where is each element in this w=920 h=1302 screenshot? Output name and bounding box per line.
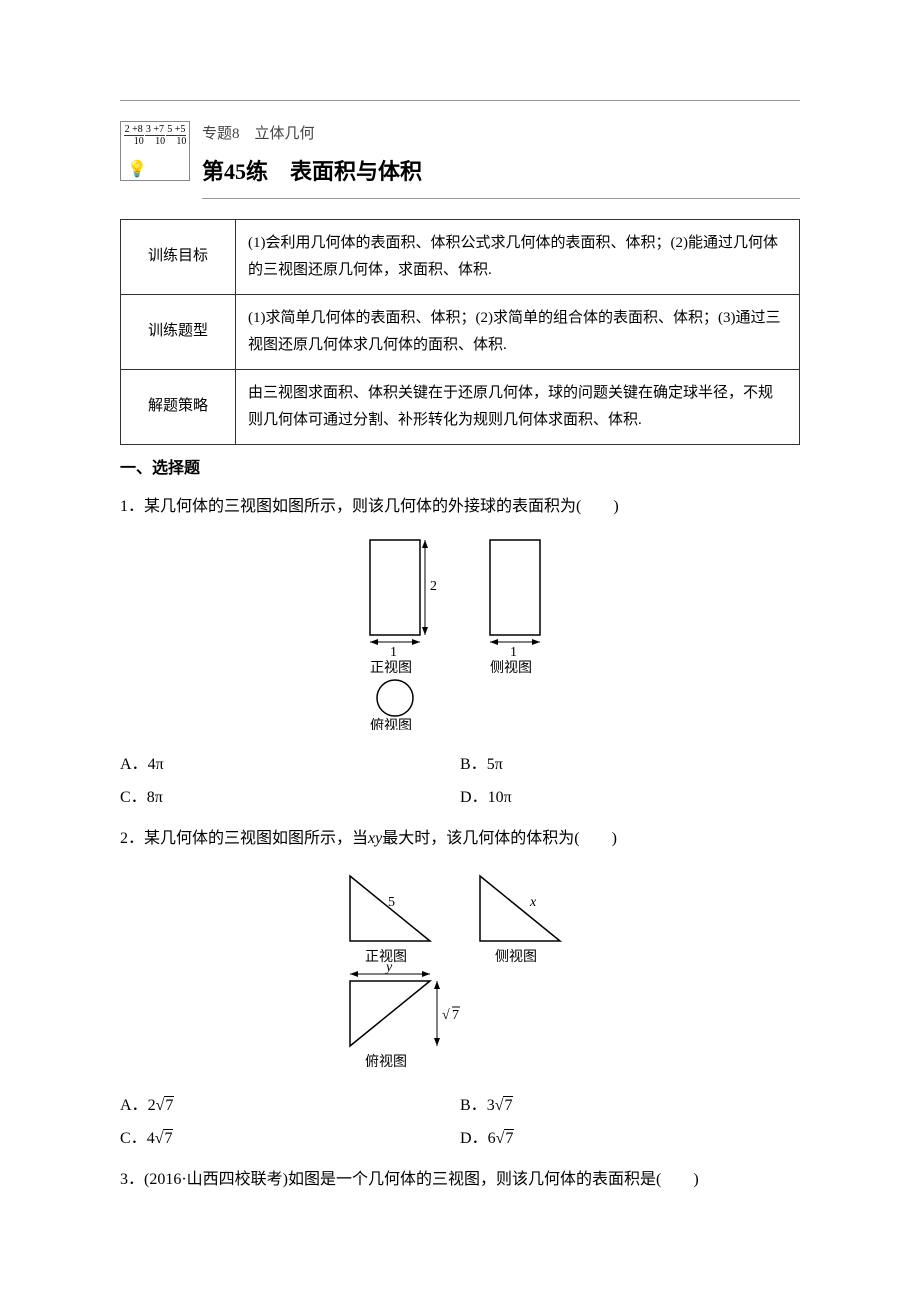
icon-col1-top: 2 +8 xyxy=(124,124,144,136)
svg-text:7: 7 xyxy=(452,1008,459,1023)
q1-options: A．4π B．5π C．8π D．10π xyxy=(120,749,800,815)
q2-stem-a: 某几何体的三视图如图所示，当 xyxy=(144,830,368,847)
svg-text:1: 1 xyxy=(510,645,517,660)
svg-text:俯视图: 俯视图 xyxy=(370,718,412,730)
q1-opt-a: A．4π xyxy=(120,749,460,782)
header-title: 第45练 表面积与体积 xyxy=(202,152,800,199)
meta-label: 解题策略 xyxy=(121,369,236,444)
icon-col3-bot: 10 xyxy=(166,136,186,147)
header-text: 专题8 立体几何 第45练 表面积与体积 xyxy=(202,121,800,199)
icon-col1-bot: 10 xyxy=(124,136,144,147)
table-row: 训练题型 (1)求简单几何体的表面积、体积；(2)求简单的组合体的表面积、体积；… xyxy=(121,294,800,369)
q2-options: A．2√7 B．3√7 C．4√7 D．6√7 xyxy=(120,1090,800,1156)
header-subtitle: 专题8 立体几何 xyxy=(202,121,800,148)
meta-label: 训练目标 xyxy=(121,219,236,294)
q2-var: xy xyxy=(368,830,382,847)
meta-table: 训练目标 (1)会利用几何体的表面积、体积公式求几何体的表面积、体积；(2)能通… xyxy=(120,219,800,445)
q2-svg-icon: 5 正视图 x 侧视图 y √ 7 俯视图 xyxy=(330,861,590,1071)
math-addition-icon: 2 +810 3 +710 5 +510 💡 xyxy=(120,121,190,181)
table-row: 训练目标 (1)会利用几何体的表面积、体积公式求几何体的表面积、体积；(2)能通… xyxy=(121,219,800,294)
svg-text:2: 2 xyxy=(430,579,437,594)
meta-content: (1)会利用几何体的表面积、体积公式求几何体的表面积、体积；(2)能通过几何体的… xyxy=(236,219,800,294)
header: 2 +810 3 +710 5 +510 💡 专题8 立体几何 第45练 表面积… xyxy=(120,121,800,199)
q1-opt-b: B．5π xyxy=(460,749,800,782)
q2-opt-c: C．4√7 xyxy=(120,1123,460,1156)
svg-text:1: 1 xyxy=(390,645,397,660)
svg-text:5: 5 xyxy=(388,895,395,910)
title-prefix: 第45练 xyxy=(202,159,268,184)
q3-prefix: (2016·山西四校联考) xyxy=(144,1171,288,1188)
q2-number: 2． xyxy=(120,830,144,847)
q1-stem: 某几何体的三视图如图所示，则该几何体的外接球的表面积为( ) xyxy=(144,498,619,515)
svg-text:侧视图: 侧视图 xyxy=(490,660,532,676)
q1-svg-icon: 2 1 正视图 1 侧视图 俯视图 xyxy=(340,530,580,730)
icon-col2-top: 3 +7 xyxy=(145,124,165,136)
q1-opt-c: C．8π xyxy=(120,782,460,815)
q1-number: 1． xyxy=(120,498,144,515)
section-heading: 一、选择题 xyxy=(120,455,800,484)
q3-stem: 如图是一个几何体的三视图，则该几何体的表面积是( ) xyxy=(288,1171,699,1188)
q3-number: 3． xyxy=(120,1171,144,1188)
table-row: 解题策略 由三视图求面积、体积关键在于还原几何体，球的问题关键在确定球半径，不规… xyxy=(121,369,800,444)
svg-text:√: √ xyxy=(442,1008,450,1023)
svg-text:侧视图: 侧视图 xyxy=(495,949,537,965)
meta-label: 训练题型 xyxy=(121,294,236,369)
q1-figure: 2 1 正视图 1 侧视图 俯视图 xyxy=(120,530,800,741)
question-1: 1．某几何体的三视图如图所示，则该几何体的外接球的表面积为( ) xyxy=(120,493,800,522)
question-2: 2．某几何体的三视图如图所示，当xy最大时，该几何体的体积为( ) xyxy=(120,825,800,854)
title-main: 表面积与体积 xyxy=(290,159,422,184)
lightbulb-icon: 💡 xyxy=(127,162,147,178)
meta-content: (1)求简单几何体的表面积、体积；(2)求简单的组合体的表面积、体积；(3)通过… xyxy=(236,294,800,369)
meta-content: 由三视图求面积、体积关键在于还原几何体，球的问题关键在确定球半径，不规则几何体可… xyxy=(236,369,800,444)
icon-col3-top: 5 +5 xyxy=(166,124,186,136)
icon-col2-bot: 10 xyxy=(145,136,165,147)
svg-text:x: x xyxy=(529,895,537,910)
svg-text:y: y xyxy=(384,960,393,975)
q2-figure: 5 正视图 x 侧视图 y √ 7 俯视图 xyxy=(120,861,800,1082)
q2-opt-d: D．6√7 xyxy=(460,1123,800,1156)
q1-opt-d: D．10π xyxy=(460,782,800,815)
top-rule xyxy=(120,100,800,101)
q2-stem-b: 最大时，该几何体的体积为( ) xyxy=(382,830,617,847)
question-3: 3．(2016·山西四校联考)如图是一个几何体的三视图，则该几何体的表面积是( … xyxy=(120,1166,800,1195)
q2-opt-b: B．3√7 xyxy=(460,1090,800,1123)
q2-opt-a: A．2√7 xyxy=(120,1090,460,1123)
page: 2 +810 3 +710 5 +510 💡 专题8 立体几何 第45练 表面积… xyxy=(0,0,920,1241)
svg-text:正视图: 正视图 xyxy=(370,660,412,676)
svg-text:俯视图: 俯视图 xyxy=(365,1054,407,1070)
